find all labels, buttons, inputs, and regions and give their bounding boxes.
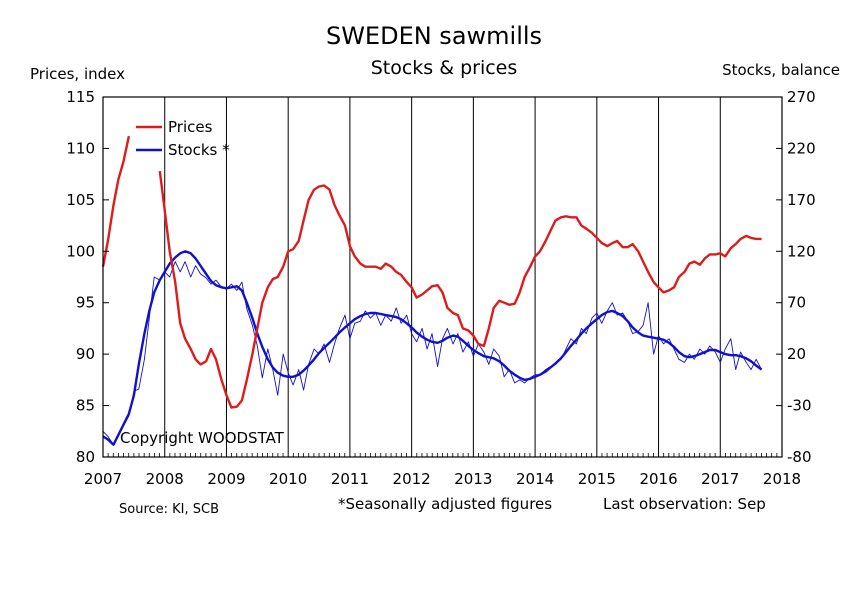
legend-label-stocks: Stocks * (168, 141, 230, 159)
x-tick-label-2011: 2011 (331, 470, 369, 488)
tick-labels: 2007 2008 2009 2010 2011 2012 2013 2014 2015 2016… (66, 88, 815, 488)
left-tick-label-95: 95 (76, 294, 95, 312)
left-tick-label-110: 110 (66, 139, 95, 157)
x-tick-label-2008: 2008 (146, 470, 184, 488)
series-layer (101, 135, 763, 446)
x-tick-label-2018: 2018 (763, 470, 801, 488)
x-tick-label-2016: 2016 (639, 470, 677, 488)
source-text: Source: KI, SCB (119, 502, 219, 517)
right-tick-label--80: -80 (787, 448, 812, 466)
left-axis-label: Prices, index (30, 65, 125, 83)
left-tick-label-115: 115 (66, 88, 95, 106)
chart-subtitle: Stocks & prices (371, 57, 518, 79)
left-tick-label-85: 85 (76, 397, 95, 415)
plot-frame (102, 96, 783, 458)
left-tick-label-80: 80 (76, 448, 95, 466)
right-tick-label-120: 120 (787, 242, 816, 260)
series-prices-line-0 (101, 135, 131, 267)
legend-label-prices: Prices (168, 118, 213, 136)
right-tick-label-220: 220 (787, 139, 816, 157)
right-tick-label--30: -30 (787, 397, 812, 415)
left-tick-label-100: 100 (66, 242, 95, 260)
legend: Prices Stocks * (136, 118, 230, 159)
seasonal-note: *Seasonally adjusted figures (338, 495, 552, 513)
x-tick-label-2017: 2017 (701, 470, 739, 488)
x-tick-label-2010: 2010 (269, 470, 307, 488)
right-axis-label: Stocks, balance (722, 61, 840, 79)
series-stocks-trend-line (102, 250, 763, 446)
x-tick-label-2012: 2012 (393, 470, 431, 488)
chart-title: SWEDEN sawmills (326, 22, 542, 50)
x-tick-label-2015: 2015 (578, 470, 616, 488)
tick-marks (103, 96, 782, 458)
x-tick-label-2007: 2007 (84, 470, 122, 488)
x-tick-label-2009: 2009 (207, 470, 245, 488)
grid-lines (164, 97, 721, 457)
right-tick-label-170: 170 (787, 191, 816, 209)
right-tick-label-70: 70 (787, 294, 806, 312)
right-tick-label-20: 20 (787, 345, 806, 363)
x-tick-label-2013: 2013 (454, 470, 492, 488)
x-tick-label-2014: 2014 (516, 470, 554, 488)
right-tick-label-270: 270 (787, 88, 816, 106)
left-tick-label-90: 90 (76, 345, 95, 363)
last-observation: Last observation: Sep (603, 495, 766, 513)
left-tick-label-105: 105 (66, 191, 95, 209)
copyright-text: Copyright WOODSTAT (120, 429, 285, 447)
series-prices-line-1 (158, 170, 762, 409)
